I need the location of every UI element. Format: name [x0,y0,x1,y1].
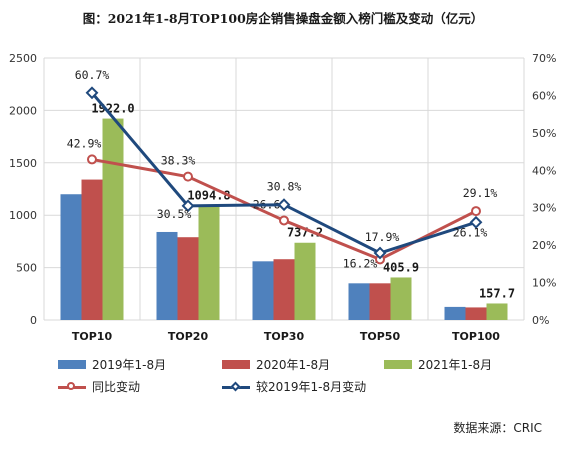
chart-title: 图：2021年1-8月TOP100房企销售操盘金额入榜门槛及变动（亿元） [82,11,484,26]
legend-label-2020: 2020年1-8月 [256,358,331,372]
source-note: 数据来源：CRIC [453,421,542,435]
legend-item-2020: 2020年1-8月 [222,356,330,373]
y-right-tick-label: 30% [532,202,556,215]
y-right-tick-label: 10% [532,277,556,290]
y-right-tick-label: 70% [532,52,556,65]
x-tick-label: TOP30 [264,330,305,343]
line-data-label: 29.1% [463,186,498,200]
legend-item-2019: 2019年1-8月 [58,356,166,373]
bar [369,283,391,320]
legend-item-yoy: 同比变动 [58,378,140,395]
bar [252,261,274,320]
line-point [183,171,193,182]
bar [444,306,466,320]
x-tick-label: TOP100 [452,330,500,343]
line-point [471,206,481,217]
line-point [87,154,97,165]
legend-label-vs2019: 较2019年1-8月变动 [256,380,367,394]
bar [390,277,412,320]
series-line [90,91,477,255]
bar [81,179,103,320]
bar [177,237,199,320]
legend-swatch-2020 [222,360,250,369]
bar [294,242,316,320]
line-data-label: 26.1% [453,225,488,239]
line-data-label: 42.9% [67,136,102,150]
y-right-tick-label: 60% [532,89,556,102]
y-right-tick-label: 50% [532,127,556,140]
legend-swatch-2021 [384,360,412,369]
line-point [279,215,289,226]
line-point [373,246,387,260]
y-left-tick-label: 2500 [9,52,37,65]
legend-marker-vs2019 [222,381,250,393]
x-tick-label: TOP10 [72,330,113,343]
bar-data-label: 737.2 [287,226,323,240]
bar [273,259,295,320]
legend-label-2019: 2019年1-8月 [92,358,167,372]
legend-swatch-2019 [58,360,86,369]
x-tick-label: TOP20 [168,330,209,343]
line-data-label: 16.2% [343,256,378,270]
line-point [85,86,99,100]
line-data-label: 38.3% [161,154,196,168]
legend-marker-yoy [58,381,86,393]
y-left-tick-label: 1500 [9,157,37,170]
y-left-tick-label: 500 [16,262,37,275]
line-point [469,215,483,229]
line-data-label: 30.8% [267,180,302,194]
bar-data-label: 405.9 [383,260,419,274]
bar [465,307,487,320]
bar [102,118,124,320]
legend-item-vs2019: 较2019年1-8月变动 [222,378,366,395]
bar [156,231,178,320]
legend-label-yoy: 同比变动 [92,380,141,394]
bar [348,283,370,320]
y-left-tick-label: 2000 [9,104,37,117]
bar-data-label: 157.7 [479,286,515,300]
bar-data-label: 1094.8 [187,188,230,202]
bar [60,194,82,320]
line-data-label: 30.5% [157,207,192,221]
line-data-label: 60.7% [75,68,110,82]
y-right-tick-label: 0% [532,314,549,327]
bar [486,303,508,320]
chart-legend: 2019年1-8月 2020年1-8月 2021年1-8月 同比变动 较2019… [58,356,518,402]
line-point [277,198,291,212]
line-data-label: 17.9% [365,230,400,244]
y-right-tick-label: 40% [532,164,556,177]
y-left-tick-label: 1000 [9,209,37,222]
y-right-tick-label: 20% [532,239,556,252]
legend-item-2021: 2021年1-8月 [384,356,492,373]
y-left-tick-label: 0 [30,314,37,327]
bar-data-label: 1922.0 [91,102,134,116]
line-point [181,199,195,213]
bar [198,205,220,320]
x-tick-label: TOP50 [360,330,401,343]
legend-label-2021: 2021年1-8月 [418,358,493,372]
